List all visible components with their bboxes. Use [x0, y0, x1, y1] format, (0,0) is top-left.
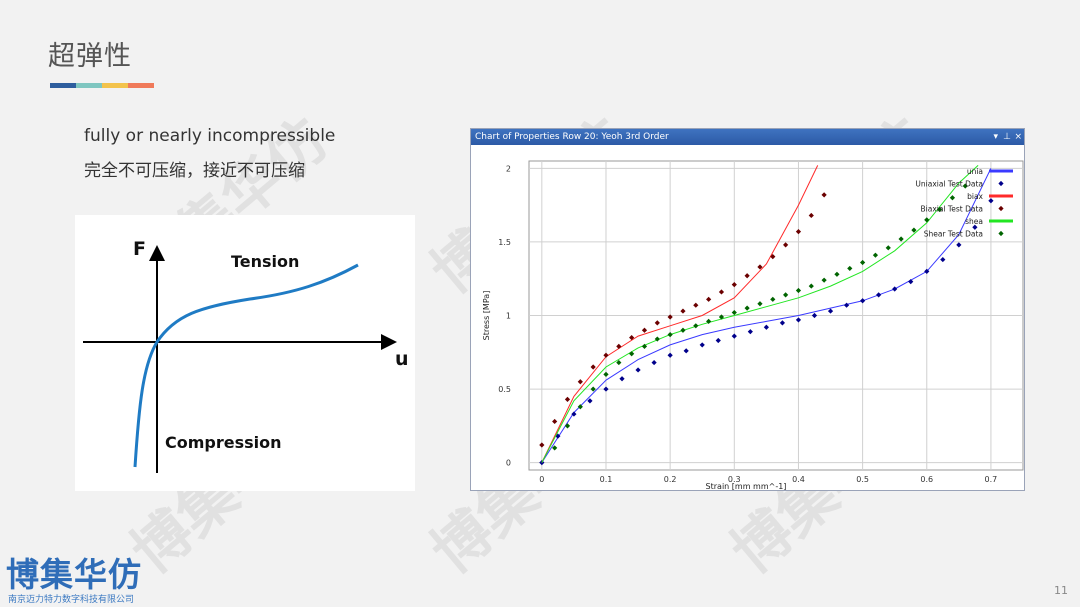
force-axis-label: F	[133, 238, 146, 260]
data-point	[744, 273, 750, 279]
data-point	[539, 442, 545, 448]
accent-segment	[50, 83, 76, 88]
legend-label: shea	[965, 217, 983, 226]
data-point	[811, 312, 818, 319]
data-point	[821, 277, 827, 283]
data-point	[783, 242, 789, 248]
series-line-unia	[541, 168, 992, 463]
data-point	[590, 364, 596, 370]
legend-label: biax	[967, 192, 983, 201]
data-point	[936, 206, 943, 213]
data-point	[843, 302, 850, 308]
data-point	[898, 236, 904, 242]
description-chinese: 完全不可压缩，接近不可压缩	[84, 161, 305, 181]
data-point	[539, 460, 545, 466]
data-point	[940, 256, 946, 263]
data-point	[911, 227, 917, 233]
data-point	[808, 283, 814, 289]
y-tick-label: 2	[506, 164, 511, 173]
data-point	[885, 245, 891, 251]
data-point	[757, 301, 763, 307]
data-point	[808, 212, 814, 219]
chevron-down-icon[interactable]: ▾	[993, 132, 998, 142]
chart-window-titlebar[interactable]: Chart of Properties Row 20: Yeoh 3rd Ord…	[471, 129, 1024, 145]
data-point	[821, 192, 827, 198]
response-curve	[133, 263, 359, 468]
page-number: 11	[1054, 584, 1068, 597]
company-name: 南京迈力特力数字科技有限公司	[8, 595, 135, 605]
x-tick-label: 0.7	[985, 475, 998, 484]
legend-swatch	[998, 180, 1004, 187]
x-tick-label: 0.5	[856, 475, 869, 484]
data-point	[718, 314, 725, 320]
data-point	[795, 287, 802, 294]
data-point	[860, 298, 866, 304]
data-point	[795, 229, 802, 235]
x-axis-label: Strain [mm mm^-1]	[706, 482, 787, 490]
data-point	[577, 379, 583, 385]
x-tick-label: 0.6	[920, 475, 933, 484]
chart-window-title: Chart of Properties Row 20: Yeoh 3rd Ord…	[475, 132, 669, 142]
data-point	[757, 264, 763, 270]
chart-window[interactable]: Chart of Properties Row 20: Yeoh 3rd Ord…	[470, 128, 1025, 491]
force-displacement-diagram: F u Tension Compression	[75, 215, 415, 491]
data-point	[795, 317, 802, 323]
legend-label: Uniaxial Test Data	[915, 180, 983, 189]
data-point	[779, 320, 786, 326]
page-title: 超弹性	[48, 41, 132, 72]
data-point	[962, 183, 968, 189]
x-tick-label: 0.2	[664, 475, 677, 484]
description-english: fully or nearly incompressible	[84, 126, 336, 146]
data-point	[924, 217, 930, 223]
data-point	[718, 289, 725, 295]
data-point	[834, 271, 840, 277]
title-accent-bar	[50, 83, 154, 88]
data-point	[763, 324, 769, 330]
data-point	[892, 286, 898, 292]
data-point	[972, 224, 978, 230]
compression-label: Compression	[165, 433, 282, 452]
x-tick-label: 0.3	[728, 475, 741, 484]
accent-segment	[76, 83, 102, 88]
legend-label: Shear Test Data	[924, 230, 983, 239]
data-point	[956, 242, 962, 248]
pin-icon[interactable]: ⊥	[1003, 132, 1011, 142]
data-point	[949, 195, 956, 201]
data-point	[988, 198, 994, 204]
company-logo: 博集华仿	[6, 555, 142, 594]
close-icon[interactable]: ×	[1014, 132, 1022, 142]
x-tick-label: 0.4	[792, 475, 805, 484]
series-line-shea	[541, 165, 979, 463]
legend-label: unia	[967, 167, 983, 176]
legend-swatch	[998, 205, 1004, 212]
data-point	[876, 292, 882, 298]
data-point	[564, 423, 571, 429]
displacement-axis-label: u	[395, 348, 409, 370]
accent-segment	[102, 83, 128, 88]
accent-segment	[128, 83, 154, 88]
x-tick-label: 0	[539, 475, 544, 484]
y-tick-label: 0.5	[498, 385, 511, 394]
data-point	[908, 279, 914, 285]
data-point	[783, 292, 789, 298]
y-tick-label: 0	[506, 459, 511, 468]
legend-swatch	[998, 230, 1004, 237]
x-tick-label: 0.1	[600, 475, 613, 484]
data-point	[770, 254, 776, 260]
y-tick-label: 1	[506, 312, 511, 321]
series-line-biax	[541, 165, 819, 463]
y-axis-label: Stress [MPa]	[482, 291, 491, 341]
legend-label: Biaxial Test Data	[921, 205, 983, 214]
data-point	[872, 252, 879, 258]
data-point	[860, 259, 866, 266]
diagram-svg: F u Tension Compression	[83, 238, 409, 473]
y-tick-label: 1.5	[498, 238, 511, 247]
stress-strain-chart[interactable]: 0 0.1 0.2 0.3 0.4 0.5 0.6 0.7 0 0.5 1 1.5 2 Strain [m…	[471, 145, 1025, 490]
tension-label: Tension	[231, 252, 299, 271]
